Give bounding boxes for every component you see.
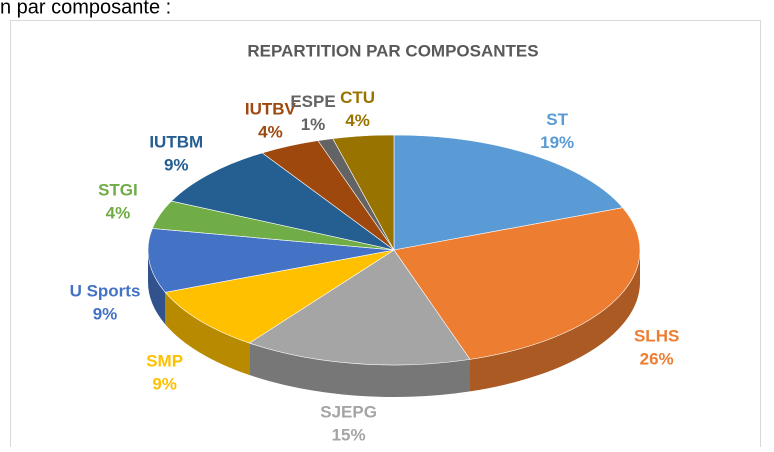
slice-percent: 19%: [540, 133, 574, 152]
slice-percent: 4%: [106, 204, 131, 223]
slice-label: IUTBM: [149, 133, 203, 152]
slice-percent: 9%: [152, 375, 177, 394]
slice: [248, 249, 471, 366]
slice: [170, 152, 395, 251]
slice-label: ESPE: [290, 92, 335, 111]
slice-side: [470, 250, 640, 392]
slice-percent: 9%: [164, 156, 189, 175]
slice-percent: 4%: [345, 111, 370, 130]
slice-label: SLHS: [634, 326, 679, 345]
slice-side: [148, 250, 166, 325]
slice: [147, 228, 395, 293]
slice-percent: 4%: [258, 123, 283, 142]
slice-percent: 9%: [93, 304, 118, 323]
slice-side: [249, 343, 471, 397]
slice-label: IUTBV: [245, 100, 297, 119]
slice: [393, 207, 641, 360]
slice-label: U Sports: [70, 281, 141, 300]
slice: [332, 134, 395, 251]
slice-percent: 26%: [640, 349, 674, 368]
slice: [393, 134, 624, 251]
slice-label: SMP: [146, 352, 183, 371]
slice-percent: 1%: [301, 115, 326, 134]
chart-title: REPARTITION PAR COMPOSANTES: [247, 41, 538, 60]
slice: [164, 249, 395, 344]
slice-label: STGI: [98, 181, 138, 200]
slice-label: ST: [546, 110, 568, 129]
caption: n par composante :: [0, 0, 171, 18]
slice-percent: 15%: [332, 426, 366, 445]
slice-side: [165, 292, 250, 376]
slice-label: SJEPG: [320, 403, 377, 422]
slice-label: CTU: [340, 88, 375, 107]
